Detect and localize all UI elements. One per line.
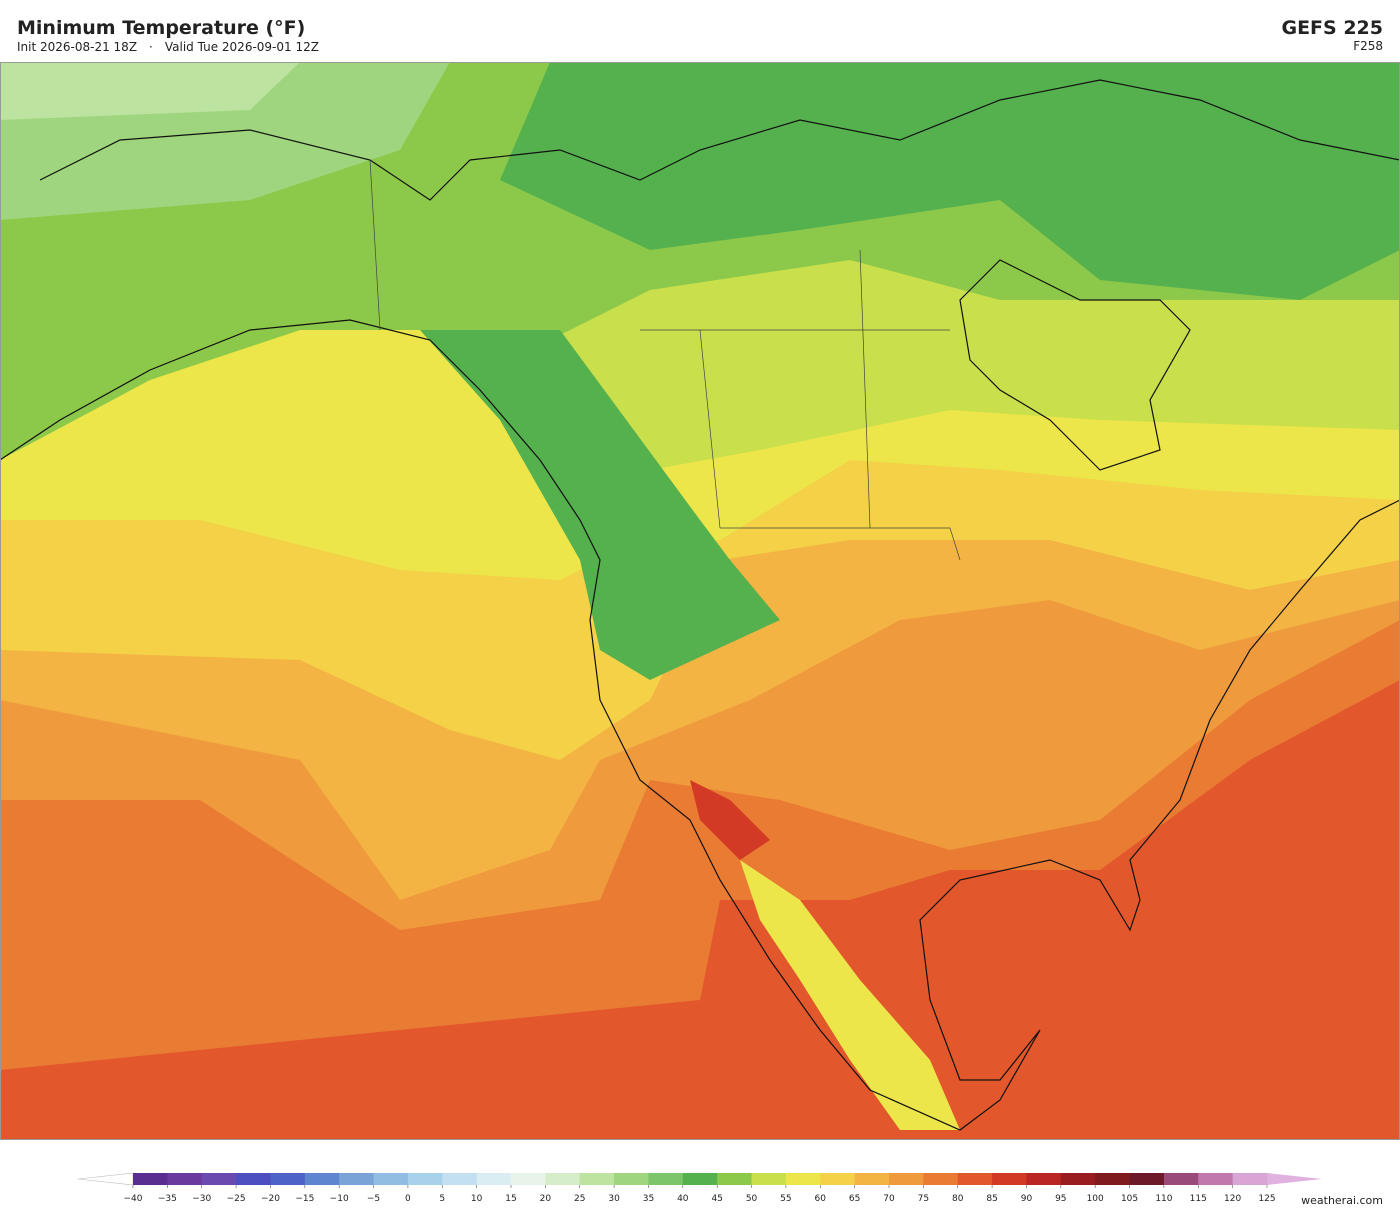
colorbar-segment xyxy=(1198,1173,1234,1185)
colorbar-tick-label: 5 xyxy=(439,1194,445,1204)
colorbar-segment xyxy=(682,1173,718,1185)
colorbar-segment xyxy=(270,1173,306,1185)
title: Minimum Temperature (°F) xyxy=(17,17,305,39)
colorbar-tick-label: 25 xyxy=(574,1194,585,1204)
colorbar-tick-label: 115 xyxy=(1190,1194,1207,1204)
colorbar-tick-label: 30 xyxy=(608,1194,620,1204)
colorbar-tick-label: 110 xyxy=(1155,1194,1172,1204)
colorbar-segment xyxy=(1026,1173,1062,1185)
colorbar-segment xyxy=(717,1173,753,1185)
colorbar-segment xyxy=(889,1173,924,1185)
colorbar-tick-label: 40 xyxy=(677,1194,689,1204)
watermark: weatherai.com xyxy=(1301,1194,1383,1207)
colorbar-tick-label: 75 xyxy=(918,1194,929,1204)
colorbar-under xyxy=(77,1172,134,1186)
colorbar-segment xyxy=(579,1173,615,1185)
colorbar-tick-label: 45 xyxy=(711,1194,722,1204)
colorbar-tick-label: 65 xyxy=(849,1194,860,1204)
colorbar-segment xyxy=(751,1173,787,1185)
colorbar-tick-label: 0 xyxy=(405,1194,411,1204)
colorbar-segment xyxy=(545,1173,581,1185)
colorbar-tick-label: −25 xyxy=(227,1194,246,1204)
colorbar-segment xyxy=(820,1173,856,1185)
colorbar-tick-label: −35 xyxy=(158,1194,177,1204)
colorbar-segment xyxy=(442,1173,478,1185)
colorbar-tick-label: −40 xyxy=(124,1194,143,1204)
map xyxy=(0,62,1400,1140)
colorbar-tick-label: 105 xyxy=(1121,1194,1138,1204)
forecast-hour: F258 xyxy=(1353,39,1383,53)
colorbar-tick-label: 100 xyxy=(1087,1194,1104,1204)
colorbar-tick-label: 120 xyxy=(1224,1194,1241,1204)
colorbar-segment xyxy=(511,1173,546,1185)
colorbar-tick-label: 55 xyxy=(780,1194,791,1204)
colorbar-tick-label: 125 xyxy=(1258,1194,1275,1204)
colorbar-segment xyxy=(476,1173,512,1185)
colorbar: −40 −35 −30 −25 −20 −15 −10 −5 0 5 10 15 20 25 30 35 40 4… xyxy=(77,1172,1322,1204)
colorbar-segment xyxy=(133,1173,168,1185)
colorbar-segment xyxy=(992,1173,1027,1185)
colorbar-segment xyxy=(304,1173,340,1185)
colorbar-tick-label: 90 xyxy=(1021,1194,1033,1204)
subtitle: Init 2026-08-21 18Z · Valid Tue 2026-09-01… xyxy=(17,40,319,54)
colorbar-segment xyxy=(1129,1173,1165,1185)
colorbar-segment xyxy=(373,1173,409,1185)
colorbar-tick-label: −30 xyxy=(192,1194,211,1204)
colorbar-tick-label: 60 xyxy=(815,1194,827,1204)
colorbar-segment xyxy=(339,1173,375,1185)
colorbar-segment xyxy=(614,1173,649,1185)
colorbar-tick-label: −5 xyxy=(367,1194,380,1204)
colorbar-segment xyxy=(407,1173,443,1185)
colorbar-tick-label: 35 xyxy=(643,1194,654,1204)
colorbar-tick-label: −20 xyxy=(261,1194,280,1204)
separator: · xyxy=(149,40,153,54)
colorbar-tick-label: −15 xyxy=(295,1194,314,1204)
colorbar-over xyxy=(1267,1173,1322,1185)
colorbar-segment xyxy=(167,1173,203,1185)
colorbar-tick-label: 80 xyxy=(952,1194,964,1204)
colorbar-segment xyxy=(1232,1173,1268,1185)
colorbar-segment xyxy=(923,1173,959,1185)
colorbar-segment xyxy=(236,1173,271,1185)
model: GEFS 225 xyxy=(1281,17,1383,39)
colorbar-tick-label: 10 xyxy=(471,1194,483,1204)
colorbar-segment xyxy=(201,1173,237,1185)
colorbar-tick-label: 50 xyxy=(746,1194,758,1204)
colorbar-segment xyxy=(854,1173,890,1185)
colorbar-tick-label: 70 xyxy=(883,1194,895,1204)
colorbar-segment xyxy=(1095,1173,1131,1185)
colorbar-tick-label: 15 xyxy=(505,1194,516,1204)
init: Init 2026-08-21 18Z xyxy=(17,40,137,54)
valid: Valid Tue 2026-09-01 12Z xyxy=(165,40,319,54)
colorbar-tick-label: 20 xyxy=(540,1194,552,1204)
colorbar-segment xyxy=(1060,1173,1096,1185)
colorbar-tick-label: −10 xyxy=(330,1194,349,1204)
colorbar-segment xyxy=(785,1173,821,1185)
colorbar-tick-label: 85 xyxy=(986,1194,997,1204)
colorbar-segment xyxy=(648,1173,684,1185)
colorbar-tick-label: 95 xyxy=(1055,1194,1066,1204)
colorbar-segment xyxy=(957,1173,993,1185)
colorbar-segment xyxy=(1163,1173,1199,1185)
